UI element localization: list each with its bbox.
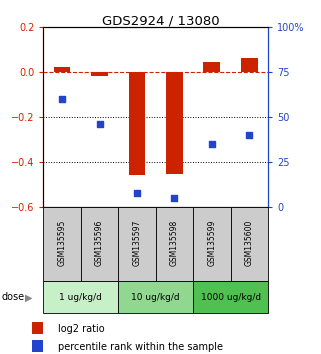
Bar: [118, 281, 193, 313]
Point: [134, 190, 140, 195]
Text: dose: dose: [2, 292, 25, 302]
Text: 1000 ug/kg/d: 1000 ug/kg/d: [201, 293, 261, 302]
Text: ▶: ▶: [24, 292, 32, 302]
Text: GSM135595: GSM135595: [57, 219, 66, 266]
Text: 10 ug/kg/d: 10 ug/kg/d: [131, 293, 180, 302]
Point: [97, 121, 102, 127]
Text: 1 ug/kg/d: 1 ug/kg/d: [59, 293, 102, 302]
Text: GSM135600: GSM135600: [245, 219, 254, 266]
Text: log2 ratio: log2 ratio: [58, 324, 105, 334]
Bar: [118, 207, 156, 281]
Text: percentile rank within the sample: percentile rank within the sample: [58, 342, 223, 352]
Text: GDS2924 / 13080: GDS2924 / 13080: [102, 14, 219, 27]
Bar: [156, 207, 193, 281]
Bar: [166, 72, 183, 175]
Text: GSM135599: GSM135599: [207, 219, 216, 266]
Bar: [32, 322, 43, 333]
Text: GSM135597: GSM135597: [133, 219, 142, 266]
Point: [59, 96, 65, 102]
Text: GSM135598: GSM135598: [170, 219, 179, 266]
Bar: [128, 72, 145, 176]
Bar: [193, 281, 268, 313]
Bar: [43, 207, 81, 281]
Text: GSM135596: GSM135596: [95, 219, 104, 266]
Bar: [81, 207, 118, 281]
Bar: [230, 207, 268, 281]
Point: [172, 195, 177, 201]
Bar: [32, 340, 43, 352]
Bar: [204, 62, 220, 72]
Bar: [241, 58, 258, 72]
Bar: [91, 72, 108, 76]
Point: [247, 132, 252, 138]
Bar: [43, 281, 118, 313]
Bar: [54, 67, 71, 72]
Bar: [193, 207, 230, 281]
Point: [209, 141, 214, 147]
